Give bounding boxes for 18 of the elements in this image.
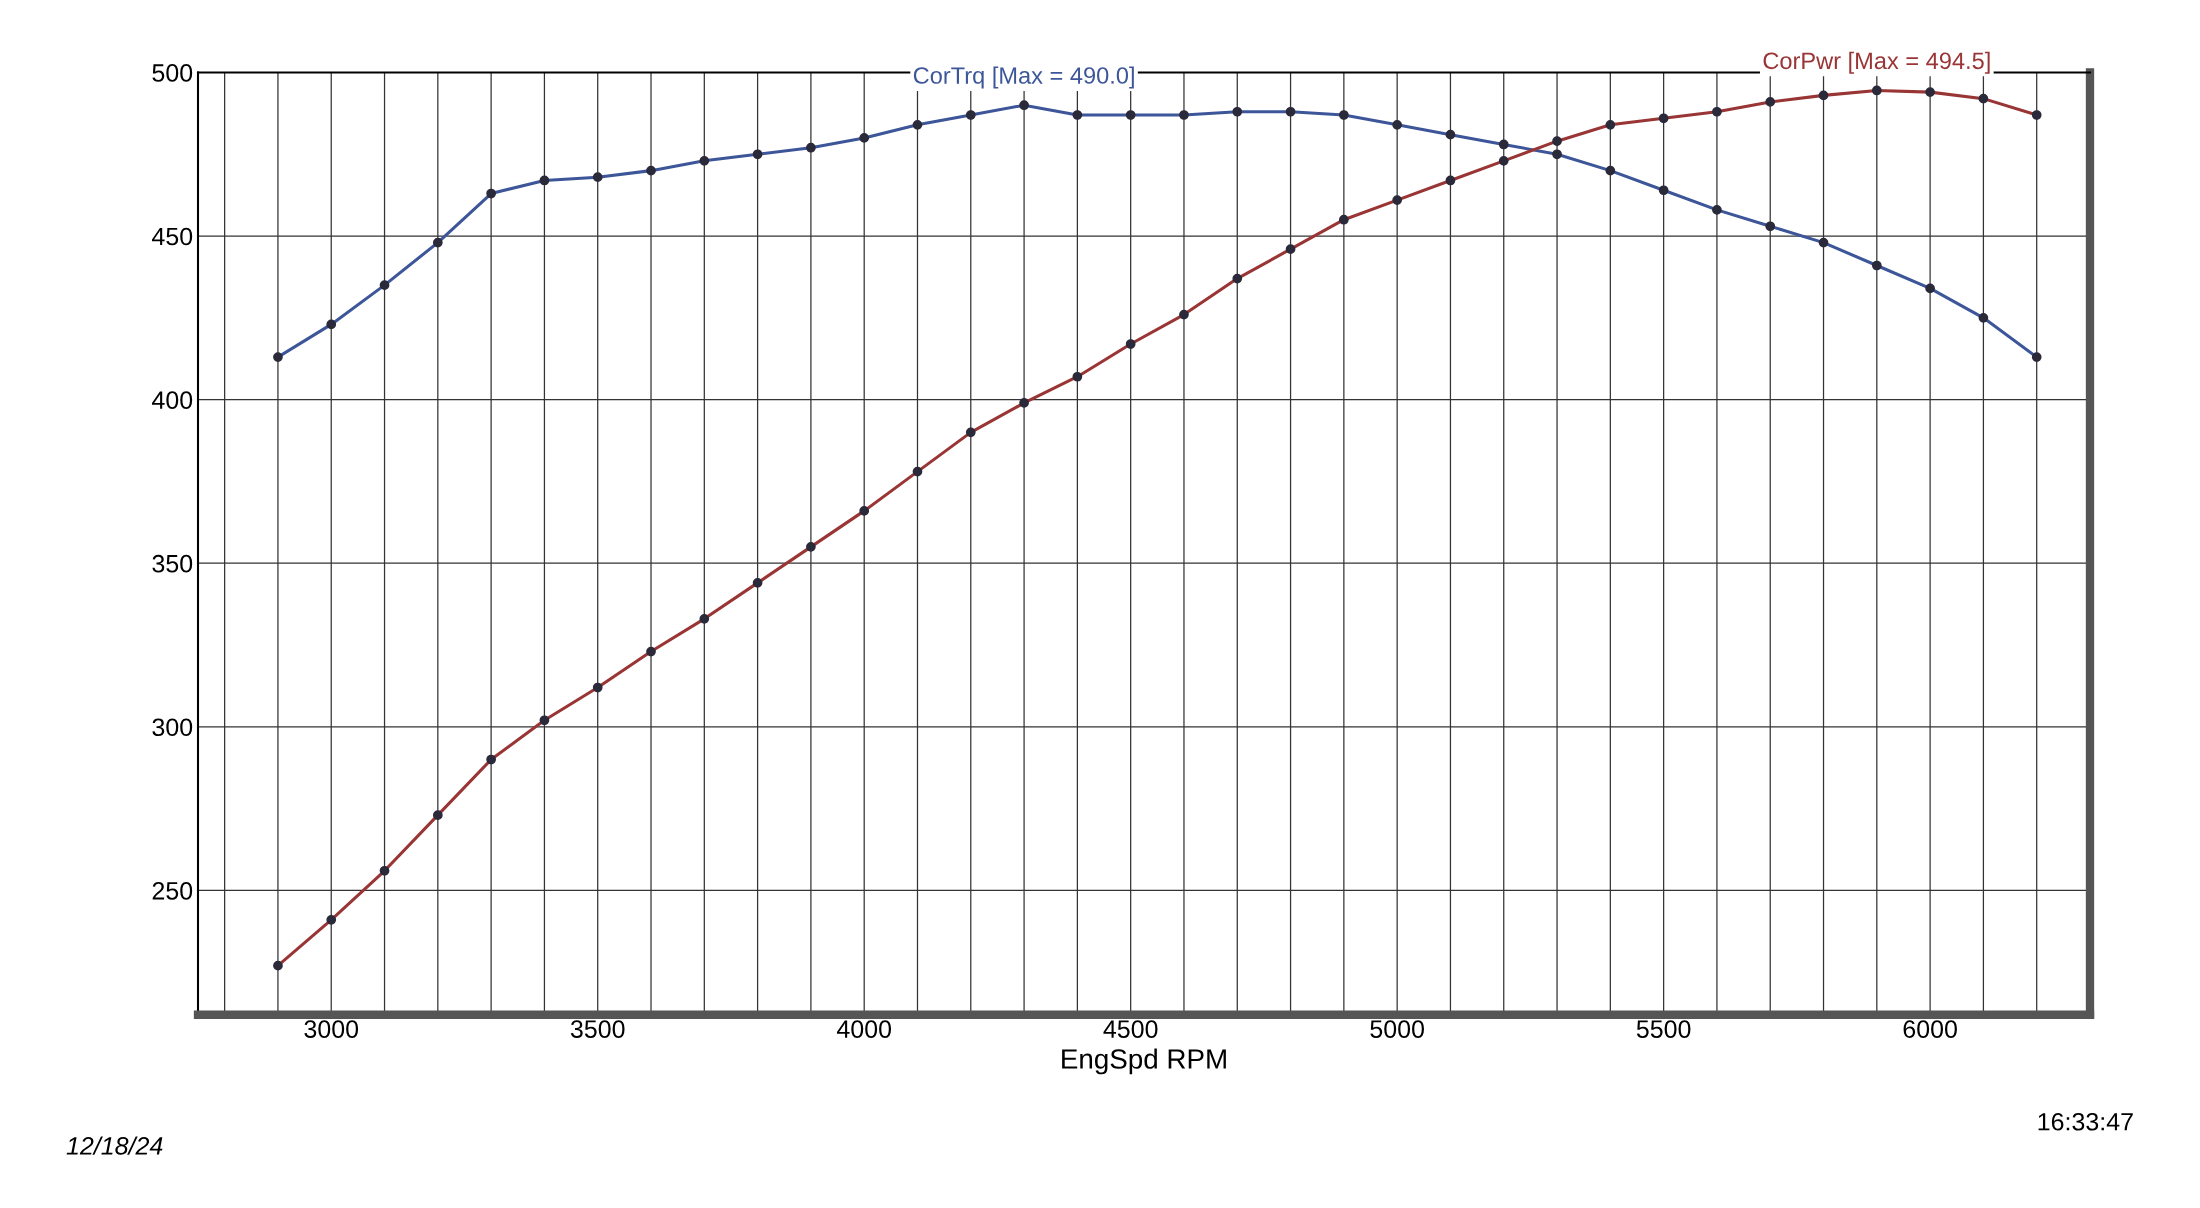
y-tick-label: 300: [152, 718, 193, 737]
y-tick-label: 450: [152, 227, 193, 246]
y-tick-label: 350: [152, 554, 193, 573]
x-tick-label: 5000: [1370, 1020, 1424, 1038]
y-tick-label: 400: [152, 391, 193, 409]
x-tick-label: 6000: [1903, 1020, 1957, 1038]
x-tick-label: 3500: [570, 1020, 625, 1038]
text: 12/18/24: [66, 1136, 163, 1155]
series-label: CorTrq [Max = 490.0]: [913, 66, 1134, 89]
x-tick-label: 3000: [304, 1020, 359, 1038]
y-tick-label: 250: [152, 882, 193, 900]
x-axis-title: EngSpd RPM: [1062, 1048, 1226, 1075]
x-tick-label: 4000: [836, 1020, 892, 1038]
x-tick-label: 4500: [1103, 1020, 1158, 1038]
series-label: CorPwr [Max = 494.5]: [1763, 51, 1990, 74]
text: 16:33:47: [2038, 1112, 2133, 1131]
x-tick-label: 5500: [1636, 1020, 1691, 1038]
y-tick-label: 500: [152, 64, 193, 82]
